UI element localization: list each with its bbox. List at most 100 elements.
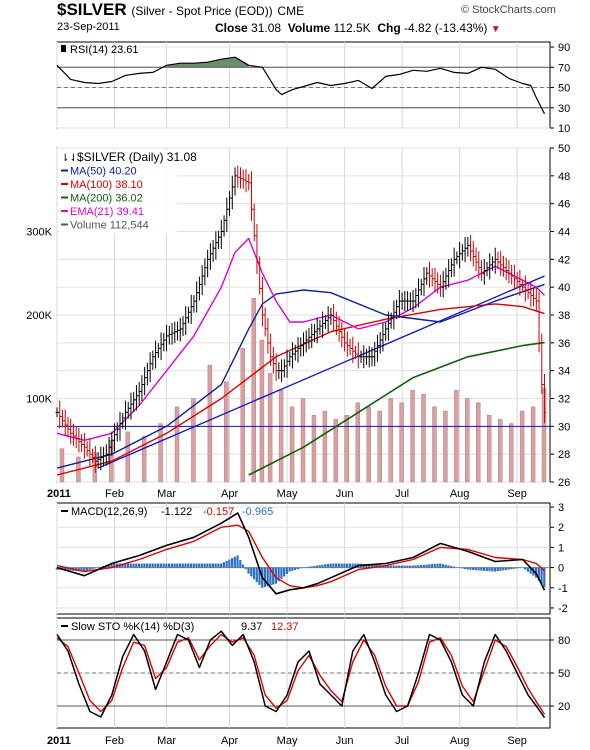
macd-line <box>56 512 546 595</box>
macd-hist-bar <box>283 567 286 577</box>
macd-hist-bar <box>389 565 393 568</box>
rsi-ytick-label-4: 90 <box>558 42 570 54</box>
price-ytick-label-3: 32 <box>558 394 570 406</box>
macd-hist-bar <box>354 563 357 568</box>
price-ytick-label-7: 40 <box>558 282 570 294</box>
close-value: 31.08 <box>251 21 282 35</box>
volume-bar <box>141 435 147 483</box>
volume-bar <box>240 348 245 483</box>
macd-hist-bar <box>244 567 247 570</box>
macd-hist-bar <box>222 562 225 568</box>
macd-hist-bar <box>83 567 86 572</box>
macd-hist-bar <box>121 563 124 568</box>
month-label-5: Jun <box>336 488 354 500</box>
macd-hist-bar <box>313 565 316 568</box>
macd-hist-bar <box>417 565 420 568</box>
macd-hist-bar <box>502 567 505 571</box>
macd-hist-bar <box>88 567 91 571</box>
volume-bar <box>432 406 437 483</box>
volume-bar <box>454 389 459 483</box>
macd-hist-bar <box>370 564 373 568</box>
price-ytick-label-6: 38 <box>558 310 570 322</box>
macd-hist-bar <box>329 563 332 568</box>
macd-hist-bar <box>510 567 513 570</box>
macd-hist-bar <box>485 567 488 572</box>
macd-hist-bar <box>162 563 165 568</box>
macd-hist-bar <box>225 560 228 568</box>
macd-hist-bar <box>159 563 162 568</box>
macd-hist-bar <box>241 564 245 568</box>
macd-legend-signal: -0.157 <box>203 506 234 518</box>
macd-hist-bar <box>126 563 130 568</box>
macd-hist-bar <box>192 563 195 568</box>
macd-hist-bar <box>526 567 529 572</box>
macd-hist-bar <box>209 563 212 568</box>
rsi-line <box>56 56 546 115</box>
close-label: Close <box>215 21 248 35</box>
bottom-month-label-0: 2011 <box>47 735 71 747</box>
macd-hist-bar <box>504 567 508 571</box>
price-ytick-label-4: 34 <box>558 366 570 378</box>
macd-hist-bar <box>472 567 475 571</box>
trend-line <box>97 275 545 469</box>
volume-value: 112.5K <box>333 21 371 35</box>
macd-ytick-label-3: 1 <box>558 542 564 554</box>
macd-hist-bar <box>269 567 272 586</box>
price-legend-ma50: MA(50) 40.20 <box>70 166 137 178</box>
macd-hist-bar <box>444 564 447 568</box>
macd-hist-bar <box>332 563 335 568</box>
quote-summary: Close 31.08 Volume 112.5K Chg -4.82 (-13… <box>215 21 501 35</box>
volume-bar <box>476 402 481 483</box>
macd-legend-hist: -0.965 <box>242 506 273 518</box>
chg-label: Chg <box>377 21 401 35</box>
exchange: CME <box>277 4 305 18</box>
macd-hist-bar <box>143 563 146 568</box>
macd-hist-bar <box>129 563 132 568</box>
macd-hist-bar <box>211 563 215 568</box>
macd-hist-bar <box>496 567 499 572</box>
volume-bar <box>498 419 503 483</box>
sto-legend-k: 9.37 <box>241 621 262 633</box>
volume-bar <box>311 415 317 483</box>
price-legend-title: $SILVER (Daily) 31.08 <box>77 150 197 164</box>
price-ytick-label-9: 44 <box>558 227 570 239</box>
macd-hist-bar <box>441 564 445 568</box>
macd-hist-bar <box>447 565 450 568</box>
macd-legend-value: -1.122 <box>161 506 192 518</box>
month-label-4: May <box>277 488 298 500</box>
macd-hist-bar <box>321 564 324 568</box>
macd-hist-bar <box>307 566 310 568</box>
macd-hist-bar <box>178 563 182 568</box>
macd-hist-bar <box>335 563 338 568</box>
macd-hist-bar <box>414 565 417 568</box>
price-ytick-label-5: 36 <box>558 338 570 350</box>
volume-bar <box>333 419 339 483</box>
rsi-ytick-label-1: 30 <box>558 103 570 115</box>
macd-hist-bar <box>540 567 543 584</box>
macd-hist-bar <box>469 567 472 570</box>
macd-hist-bar <box>228 559 231 568</box>
rsi-legend-swatch <box>61 45 66 52</box>
volume-bar <box>267 373 273 483</box>
macd-hist-bar <box>299 567 302 569</box>
macd-hist-bar <box>277 567 280 582</box>
macd-hist-bar <box>365 564 368 568</box>
macd-legend-label: MACD(12,26,9) <box>71 506 147 518</box>
sto-k-line <box>56 630 546 719</box>
volume-axis-label-0: 300K <box>26 227 52 239</box>
macd-hist-bar <box>430 564 434 568</box>
macd-hist-bar <box>384 565 387 568</box>
macd-hist-bar <box>488 567 491 572</box>
volume-bar <box>366 406 371 483</box>
volume-bar <box>487 415 492 483</box>
ema21-line <box>56 237 545 441</box>
macd-hist-bar <box>291 567 294 571</box>
macd-hist-bar <box>132 563 135 568</box>
macd-hist-bar <box>524 567 527 570</box>
volume-bar <box>174 406 180 483</box>
volume-label: Volume <box>287 21 331 35</box>
macd-hist-bar <box>452 566 456 568</box>
month-label-7: Aug <box>450 488 470 500</box>
macd-hist-bar <box>409 565 412 568</box>
